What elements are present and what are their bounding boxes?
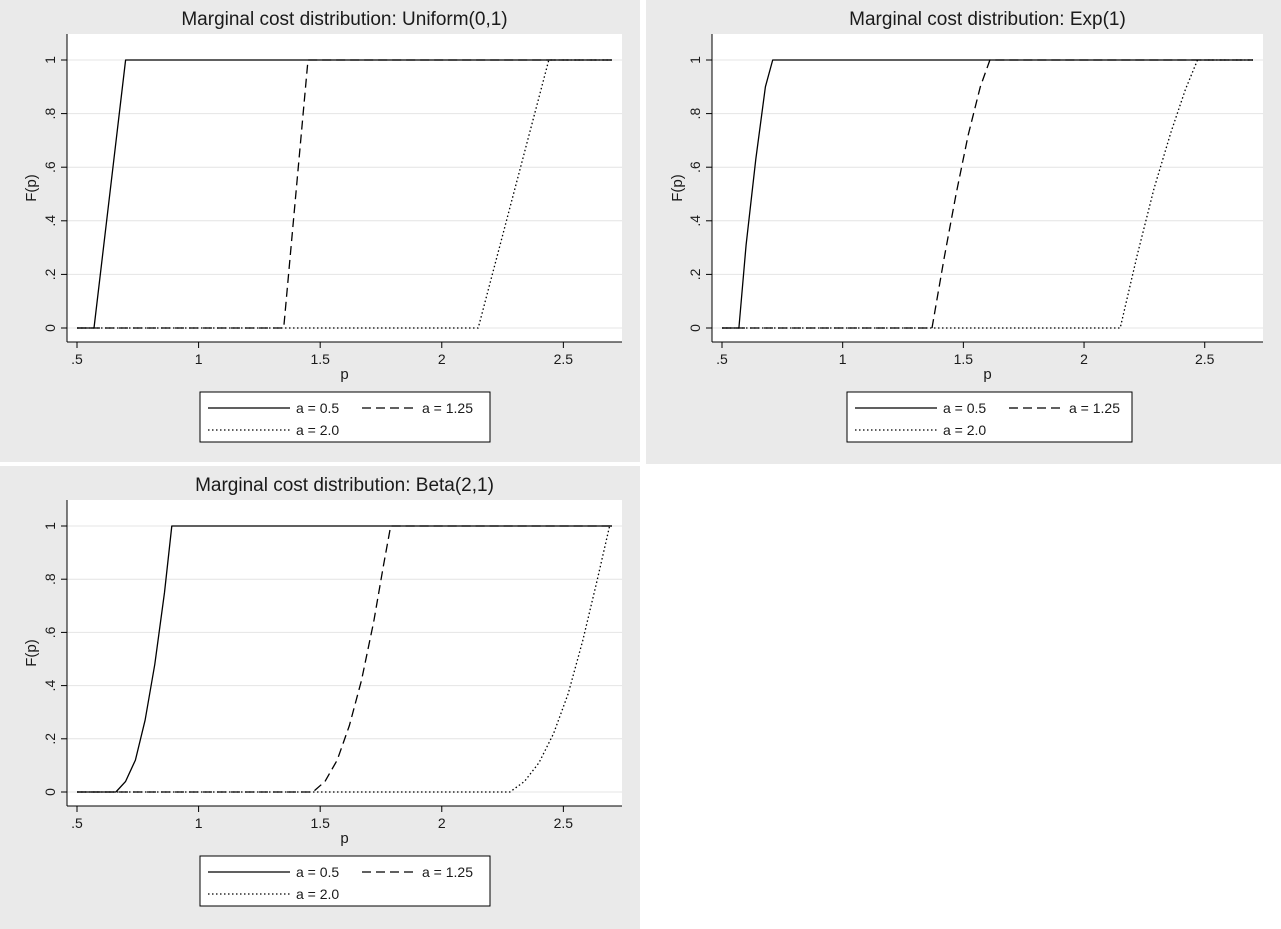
series-line-3: [722, 59, 1253, 329]
x-tick-label: 1: [195, 351, 203, 367]
chart-panel-beta: Marginal cost distribution: Beta(2,1) 0 .2…: [0, 466, 640, 929]
x-tick-label: 2.5: [554, 351, 574, 367]
x-tick-label: 2: [438, 815, 446, 831]
y-axis-label: F(p): [23, 639, 40, 667]
chart-title: Marginal cost distribution: Exp(1): [849, 9, 1126, 30]
y-tick-label: 1: [42, 522, 58, 530]
y-tick-label: .8: [42, 573, 58, 585]
x-tick-label: 2: [1080, 351, 1088, 367]
x-tick-label: .5: [71, 815, 83, 831]
chart-panel-exp: Marginal cost distribution: Exp(1) 0 .2 .4.…: [646, 0, 1281, 464]
y-tick-label: 0: [687, 324, 703, 332]
legend-box: [199, 391, 491, 443]
x-tick-label: 1.5: [310, 815, 330, 831]
x-axis-label: p: [983, 366, 991, 383]
y-axis-label: F(p): [669, 174, 686, 202]
chart-beta: Marginal cost distribution: Beta(2,1) 0 .2…: [23, 475, 622, 907]
legend-label-2: a = 1.25: [1069, 400, 1120, 416]
plot-area: [712, 34, 1263, 342]
legend-label-3: a = 2.0: [943, 422, 986, 438]
x-tick-label: 2: [438, 351, 446, 367]
x-tick-label: 2.5: [554, 815, 574, 831]
legend-label-2: a = 1.25: [422, 400, 473, 416]
legend-box: [846, 391, 1133, 443]
x-tick-label: 2.5: [1195, 351, 1215, 367]
x-tick-label: 1.5: [954, 351, 974, 367]
chart-title: Marginal cost distribution: Uniform(0,1): [181, 9, 507, 30]
y-tick-label: 1: [42, 56, 58, 64]
plot-area: [67, 500, 622, 806]
legend-label-2: a = 1.25: [422, 864, 473, 880]
series-line-2: [77, 525, 612, 793]
y-tick-label: .2: [42, 268, 58, 280]
y-tick-label: .2: [687, 268, 703, 280]
y-tick-label: 0: [42, 324, 58, 332]
series-line-2: [722, 59, 1253, 329]
chart-uniform: Marginal cost distribution: Uniform(0,1)…: [23, 9, 622, 443]
x-axis-label: p: [340, 830, 348, 847]
y-tick-label: .8: [687, 108, 703, 120]
series-line-3: [77, 59, 612, 329]
legend-box: [199, 855, 491, 907]
chart-panel-uniform: Marginal cost distribution: Uniform(0,1)…: [0, 0, 640, 462]
y-tick-label: .4: [42, 680, 58, 692]
y-tick-label: .2: [42, 733, 58, 745]
x-tick-label: 1.5: [310, 351, 330, 367]
x-axis-label: p: [340, 366, 348, 383]
y-tick-label: .4: [42, 215, 58, 227]
y-tick-label: 1: [687, 56, 703, 64]
plot-area: [67, 34, 622, 342]
series-line-3: [77, 525, 612, 793]
legend-label-1: a = 0.5: [296, 864, 339, 880]
legend-label-1: a = 0.5: [296, 400, 339, 416]
x-tick-label: 1: [195, 815, 203, 831]
series-line-1: [77, 525, 612, 793]
y-tick-label: .4: [687, 215, 703, 227]
x-tick-label: .5: [716, 351, 728, 367]
chart-title: Marginal cost distribution: Beta(2,1): [195, 475, 494, 496]
y-tick-label: .6: [687, 161, 703, 173]
chart-exp: Marginal cost distribution: Exp(1) 0 .2 .4.…: [669, 9, 1263, 443]
y-tick-label: .8: [42, 108, 58, 120]
x-tick-label: .5: [71, 351, 83, 367]
legend-label-3: a = 2.0: [296, 422, 339, 438]
y-tick-label: .6: [42, 161, 58, 173]
y-tick-label: 0: [42, 788, 58, 796]
y-axis-label: F(p): [23, 174, 40, 202]
series-line-2: [77, 59, 612, 329]
legend-label-3: a = 2.0: [296, 886, 339, 902]
y-tick-label: .6: [42, 626, 58, 638]
legend-label-1: a = 0.5: [943, 400, 986, 416]
x-tick-label: 1: [839, 351, 847, 367]
